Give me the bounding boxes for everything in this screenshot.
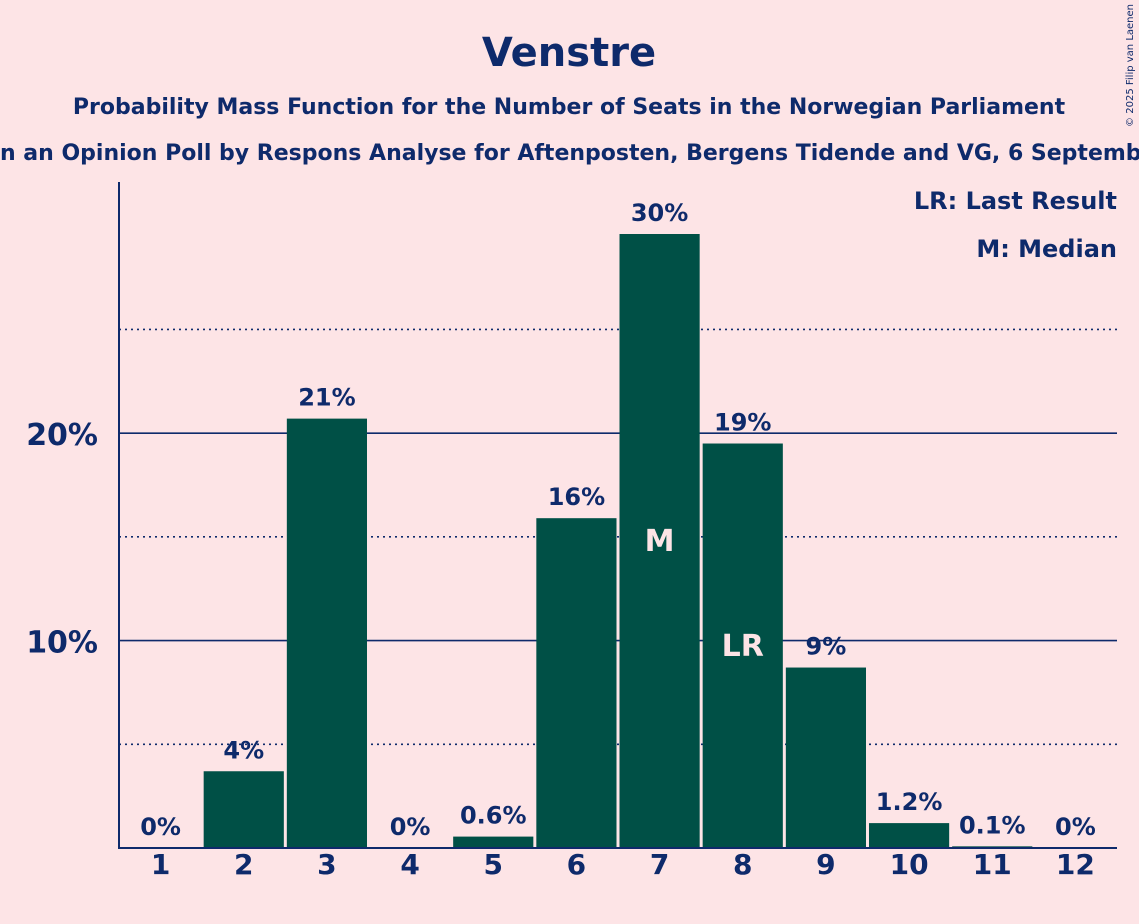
- data-label-5: 0.6%: [460, 802, 527, 830]
- x-tick-6: 6: [567, 848, 586, 881]
- data-label-3: 21%: [298, 384, 355, 412]
- axes: 10% 20%: [26, 182, 1117, 849]
- x-tick-1: 1: [151, 848, 170, 881]
- bar-8: [702, 443, 783, 848]
- data-label-12: 0%: [1055, 813, 1096, 841]
- bars: [203, 234, 1033, 848]
- data-label-2: 4%: [223, 736, 264, 764]
- data-label-7: 30%: [631, 199, 688, 227]
- data-label-4: 0%: [390, 813, 431, 841]
- data-label-11: 0.1%: [959, 811, 1026, 839]
- gridlines: [119, 328, 1117, 746]
- x-tick-11: 11: [973, 848, 1012, 881]
- chart-subtitle: Probability Mass Function for the Number…: [73, 95, 1066, 120]
- marker-m: M: [645, 524, 675, 559]
- bar-6: [536, 518, 617, 848]
- chart-title: Venstre: [482, 30, 656, 76]
- data-label-8: 19%: [714, 409, 771, 437]
- y-tick-label: 20%: [26, 418, 98, 453]
- x-tick-12: 12: [1056, 848, 1095, 881]
- bar-5: [453, 836, 534, 848]
- x-tick-7: 7: [650, 848, 669, 881]
- x-tick-2: 2: [234, 848, 253, 881]
- y-tick-label: 10%: [26, 626, 98, 661]
- x-tick-3: 3: [317, 848, 336, 881]
- legend-last-result: LR: Last Result: [914, 187, 1117, 215]
- x-tick-8: 8: [733, 848, 752, 881]
- data-label-6: 16%: [548, 483, 605, 511]
- bar-7: [619, 234, 700, 848]
- marker-lr: LR: [722, 629, 764, 664]
- x-tick-4: 4: [400, 848, 419, 881]
- chart-subtitle-poll: Based on an Opinion Poll by Respons Anal…: [0, 141, 1139, 166]
- data-label-9: 9%: [806, 633, 847, 661]
- x-tick-10: 10: [890, 848, 929, 881]
- bar-9: [785, 667, 866, 848]
- legend-median: M: Median: [976, 235, 1117, 263]
- x-tick-9: 9: [816, 848, 835, 881]
- bar-3: [286, 418, 367, 848]
- bar-10: [869, 823, 950, 848]
- bar-2: [203, 771, 284, 848]
- data-label-1: 0%: [140, 813, 181, 841]
- copyright-notice: © 2025 Filip van Laenen: [1125, 4, 1136, 127]
- x-tick-5: 5: [484, 848, 503, 881]
- data-label-10: 1.2%: [876, 788, 943, 816]
